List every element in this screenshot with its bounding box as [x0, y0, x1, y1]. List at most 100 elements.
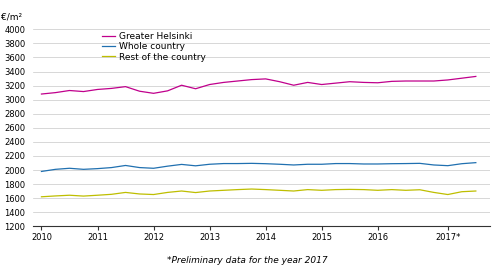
Whole country [52, 168, 58, 171]
Whole country [290, 164, 296, 167]
Rest of the country [290, 189, 296, 193]
Greater Helsinki [52, 91, 58, 94]
Rest of the country [389, 188, 395, 191]
Greater Helsinki [136, 90, 142, 93]
Whole country [39, 170, 44, 173]
Whole country [179, 163, 185, 166]
Whole country [277, 163, 283, 166]
Greater Helsinki [290, 84, 296, 87]
Greater Helsinki [109, 87, 115, 90]
Greater Helsinki [193, 87, 199, 90]
Rest of the country [375, 189, 381, 192]
Greater Helsinki [305, 81, 311, 84]
Rest of the country [263, 188, 269, 191]
Rest of the country [459, 190, 465, 193]
Greater Helsinki [333, 82, 339, 85]
Greater Helsinki [235, 80, 241, 83]
Rest of the country [165, 191, 170, 194]
Rest of the country [235, 188, 241, 191]
Greater Helsinki [248, 78, 254, 81]
Greater Helsinki [473, 75, 479, 78]
Greater Helsinki [123, 85, 128, 88]
Rest of the country [151, 193, 157, 196]
Greater Helsinki [179, 84, 185, 87]
Whole country [473, 161, 479, 164]
Rest of the country [39, 195, 44, 198]
Whole country [151, 167, 157, 170]
Rest of the country [179, 189, 185, 193]
Whole country [431, 164, 437, 167]
Text: *Preliminary data for the year 2017: *Preliminary data for the year 2017 [166, 256, 328, 265]
Greater Helsinki [81, 90, 86, 93]
Rest of the country [305, 188, 311, 191]
Whole country [221, 162, 227, 165]
Whole country [235, 162, 241, 165]
Whole country [305, 163, 311, 166]
Whole country [403, 162, 409, 165]
Greater Helsinki [389, 80, 395, 83]
Rest of the country [431, 191, 437, 194]
Rest of the country [123, 191, 128, 194]
Whole country [165, 165, 170, 168]
Rest of the country [319, 189, 325, 192]
Rest of the country [417, 188, 423, 191]
Whole country [94, 167, 100, 170]
Rest of the country [473, 189, 479, 193]
Greater Helsinki [347, 80, 353, 83]
Whole country [361, 162, 367, 166]
Rest of the country [347, 188, 353, 191]
Greater Helsinki [459, 77, 465, 80]
Whole country [333, 162, 339, 165]
Rest of the country [52, 194, 58, 197]
Greater Helsinki [431, 80, 437, 83]
Whole country [206, 163, 212, 166]
Whole country [109, 166, 115, 169]
Rest of the country [361, 188, 367, 191]
Greater Helsinki [319, 83, 325, 86]
Whole country [263, 162, 269, 165]
Greater Helsinki [221, 81, 227, 84]
Line: Rest of the country: Rest of the country [41, 189, 476, 197]
Rest of the country [81, 195, 86, 198]
Greater Helsinki [263, 77, 269, 81]
Rest of the country [67, 194, 73, 197]
Rest of the country [277, 189, 283, 192]
Rest of the country [206, 189, 212, 193]
Whole country [193, 164, 199, 167]
Line: Greater Helsinki: Greater Helsinki [41, 76, 476, 94]
Rest of the country [248, 187, 254, 191]
Greater Helsinki [151, 92, 157, 95]
Text: €/m²: €/m² [1, 12, 22, 21]
Whole country [123, 164, 128, 167]
Greater Helsinki [403, 80, 409, 83]
Rest of the country [193, 191, 199, 194]
Rest of the country [136, 192, 142, 196]
Greater Helsinki [206, 83, 212, 86]
Whole country [248, 162, 254, 165]
Greater Helsinki [417, 80, 423, 83]
Greater Helsinki [94, 88, 100, 91]
Rest of the country [403, 189, 409, 192]
Whole country [67, 167, 73, 170]
Rest of the country [445, 193, 451, 196]
Rest of the country [109, 193, 115, 196]
Whole country [459, 162, 465, 165]
Greater Helsinki [39, 92, 44, 96]
Whole country [417, 162, 423, 165]
Whole country [319, 163, 325, 166]
Line: Whole country: Whole country [41, 163, 476, 171]
Whole country [347, 162, 353, 165]
Greater Helsinki [445, 78, 451, 82]
Greater Helsinki [277, 80, 283, 83]
Whole country [445, 164, 451, 167]
Greater Helsinki [67, 89, 73, 92]
Rest of the country [333, 188, 339, 191]
Whole country [375, 162, 381, 166]
Whole country [81, 168, 86, 171]
Greater Helsinki [165, 89, 170, 92]
Legend: Greater Helsinki, Whole country, Rest of the country: Greater Helsinki, Whole country, Rest of… [102, 32, 206, 61]
Greater Helsinki [361, 81, 367, 84]
Whole country [389, 162, 395, 165]
Whole country [136, 166, 142, 169]
Rest of the country [221, 189, 227, 192]
